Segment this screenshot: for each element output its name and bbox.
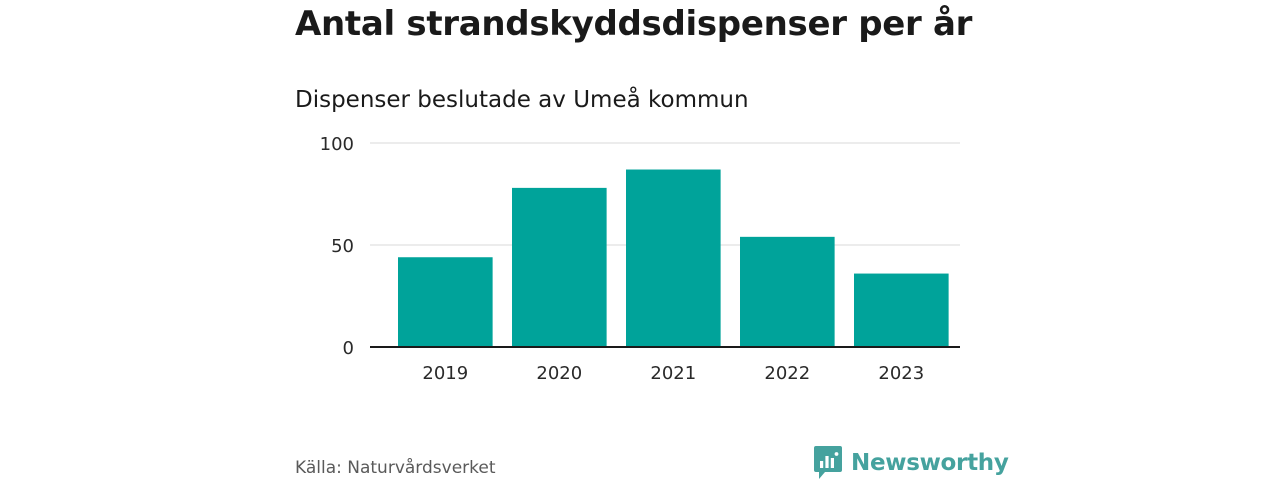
y-tick-label: 100 (320, 134, 354, 155)
x-tick-label: 2022 (764, 363, 810, 384)
chart-title: Antal strandskyddsdispenser per år (295, 4, 973, 44)
bar-2020 (512, 187, 607, 347)
y-tick-label: 0 (343, 338, 354, 359)
x-tick-label: 2021 (650, 363, 696, 384)
bar-2022 (740, 236, 835, 347)
x-tick-label: 2020 (536, 363, 582, 384)
bar-2019 (398, 257, 493, 347)
newsworthy-brand: Newsworthy (814, 446, 1009, 480)
x-tick-label: 2023 (878, 363, 924, 384)
bar-chart: 0 50 100 2019 2020 2021 2022 2023 (320, 134, 960, 384)
bar-2021 (626, 169, 721, 347)
newsworthy-logo-icon (814, 446, 842, 479)
bar-2023 (854, 273, 949, 347)
brand-name: Newsworthy (851, 450, 1009, 476)
y-tick-label: 50 (331, 236, 354, 257)
source-note: Källa: Naturvårdsverket (295, 458, 496, 478)
x-tick-label: 2019 (422, 363, 468, 384)
chart-subtitle: Dispenser beslutade av Umeå kommun (295, 87, 749, 113)
